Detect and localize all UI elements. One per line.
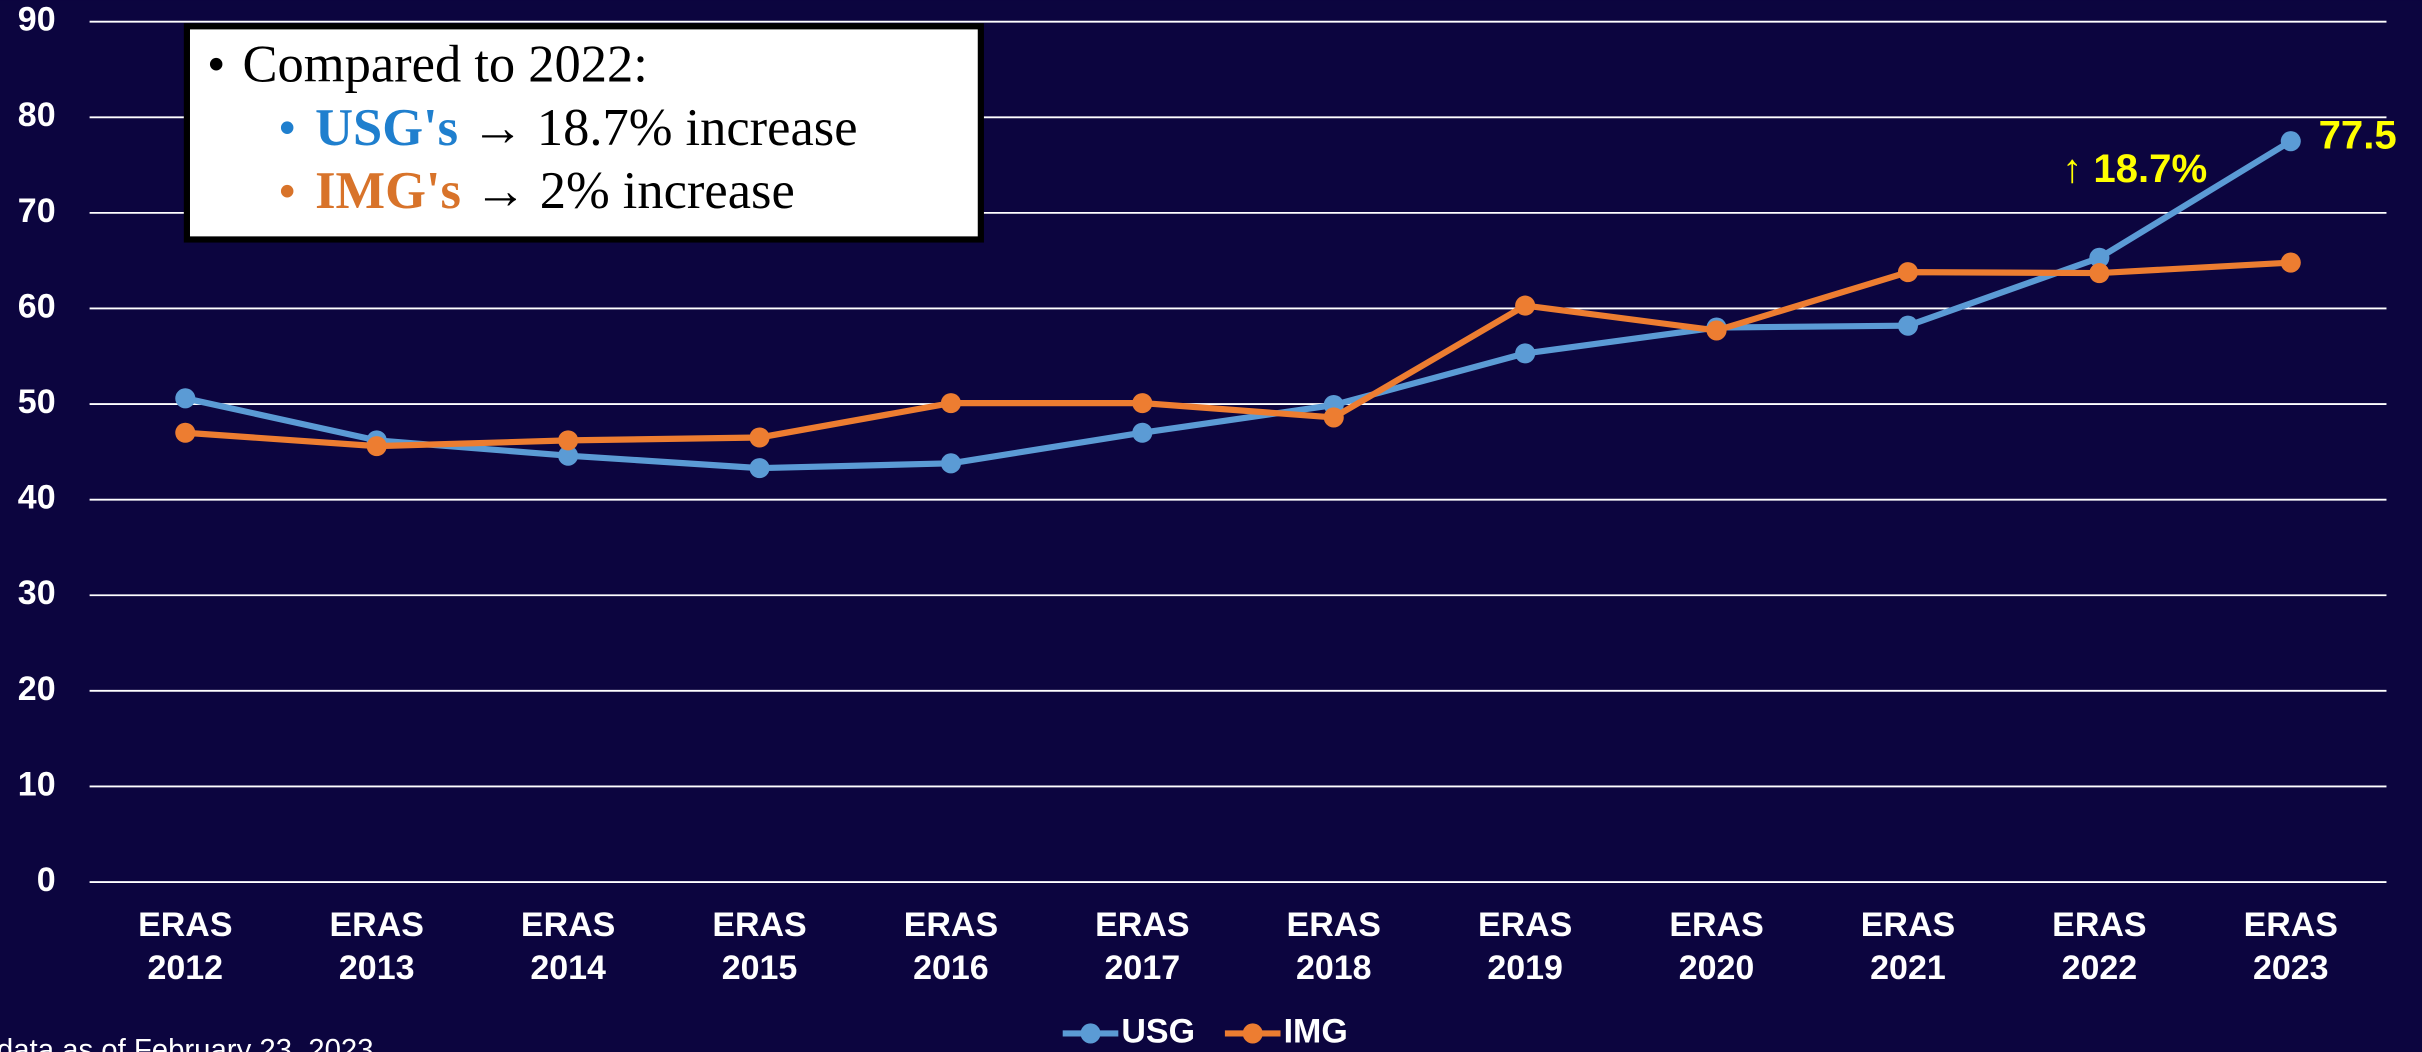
legend-label: USG	[1121, 1012, 1195, 1050]
x-tick-label: ERAS 2018	[1287, 906, 1381, 987]
data-point	[749, 427, 770, 448]
legend-marker	[1242, 1023, 1263, 1044]
callout-label: IMG's	[315, 162, 461, 220]
y-tick-label: 90	[18, 1, 56, 39]
callout-heading: Compared to 2022:	[243, 36, 648, 94]
y-tick-label: 20	[18, 670, 56, 708]
y-tick-label: 50	[18, 383, 56, 421]
legend-label: IMG	[1284, 1012, 1348, 1050]
callout-label: USG's	[315, 99, 458, 157]
x-tick-label: ERAS 2022	[2052, 906, 2146, 987]
callout-box: • Compared to 2022: • USG's → 18.7% incr…	[183, 23, 984, 243]
footnote: data as of February 23, 2023	[0, 1034, 374, 1052]
data-point	[1323, 407, 1344, 428]
callout-text: → 18.7% increase	[471, 99, 857, 157]
y-tick-label: 10	[18, 765, 56, 803]
data-point	[2280, 131, 2301, 152]
data-point	[1132, 422, 1153, 443]
callout-bullet: •	[278, 99, 296, 157]
x-tick-label: ERAS 2023	[2244, 906, 2338, 987]
y-tick-label: 80	[18, 96, 56, 134]
x-tick-label: ERAS 2016	[904, 906, 998, 987]
y-tick-label: 40	[18, 479, 56, 517]
data-point	[2280, 252, 2301, 273]
data-point	[1515, 295, 1536, 316]
annotation: ↑ 18.7%	[2062, 146, 2207, 191]
callout-bullet: •	[207, 36, 225, 94]
y-tick-label: 0	[37, 861, 56, 899]
data-point	[1897, 262, 1918, 283]
callout-item: USG's → 18.7% increase	[315, 99, 857, 157]
x-tick-label: ERAS 2014	[521, 906, 615, 987]
data-point	[558, 445, 579, 466]
data-point	[1515, 343, 1536, 364]
data-point	[2089, 247, 2110, 268]
callout-item: IMG's → 2% increase	[315, 162, 795, 220]
data-point	[366, 436, 387, 457]
callout-bullet: •	[278, 162, 296, 220]
callout-frame	[183, 23, 984, 243]
x-tick-label: ERAS 2021	[1861, 906, 1955, 987]
x-tick-label: ERAS 2017	[1095, 906, 1189, 987]
series-line	[185, 259, 2291, 450]
data-point	[2089, 263, 2110, 284]
legend-marker	[1080, 1023, 1101, 1044]
series-line	[184, 138, 2293, 472]
x-tick-label: ERAS 2015	[712, 906, 806, 987]
y-tick-label: 60	[18, 287, 56, 325]
data-label: 77.5	[2319, 113, 2397, 158]
plot-area: 0 10 20 30 40 50 60 70 80 90 ERAS 2012 ERAS 2013 ERAS 2…	[18, 1, 2397, 1051]
x-tick-label: ERAS 2020	[1669, 906, 1763, 987]
x-tick-label: ERAS 2019	[1478, 906, 1572, 987]
data-point	[940, 393, 961, 414]
data-point	[749, 458, 770, 479]
y-tick-label: 30	[18, 574, 56, 612]
callout-text: → 2% increase	[474, 162, 795, 220]
data-point	[175, 388, 196, 409]
y-tick-label: 70	[18, 192, 56, 230]
x-tick-label: ERAS 2012	[138, 906, 232, 987]
data-point	[1897, 315, 1918, 336]
data-point	[940, 453, 961, 474]
data-point	[1132, 393, 1153, 414]
data-point	[1706, 320, 1727, 341]
data-point	[558, 430, 579, 451]
data-point	[175, 422, 196, 443]
x-tick-label: ERAS 2013	[330, 906, 424, 987]
